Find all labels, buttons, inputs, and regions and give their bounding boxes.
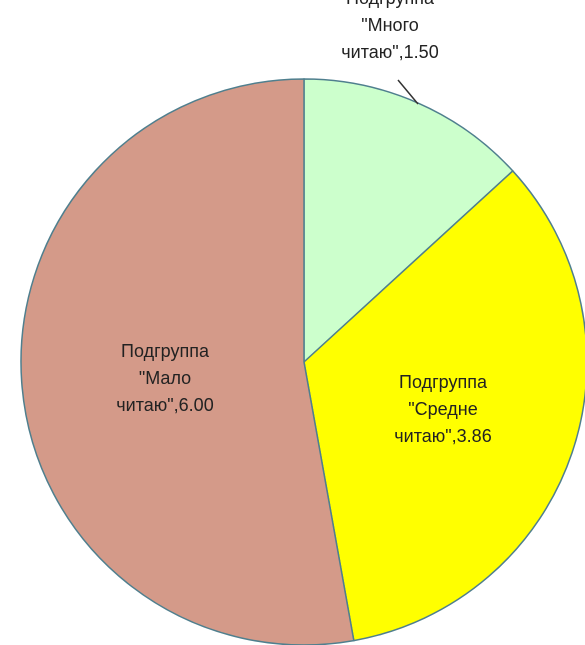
leader-line	[397, 79, 419, 105]
value-label: 1.50	[399, 42, 439, 62]
category-label: Подгруппа "Средне читаю"	[394, 372, 487, 446]
pie-slice	[303, 169, 585, 642]
value-label: 6.00	[174, 395, 214, 415]
data-label: Подгруппа "Средне читаю"3.86	[373, 369, 513, 450]
data-label: Подгруппа "Мало читаю"6.00	[95, 338, 235, 419]
category-label: Подгруппа "Мало читаю"	[116, 341, 209, 415]
pie-slice	[20, 78, 355, 645]
slices	[20, 78, 585, 645]
category-label: Подгруппа "Много читаю"	[341, 0, 434, 62]
data-label: Подгруппа "Много читаю"1.50	[320, 0, 460, 66]
value-label: 3.86	[452, 426, 492, 446]
